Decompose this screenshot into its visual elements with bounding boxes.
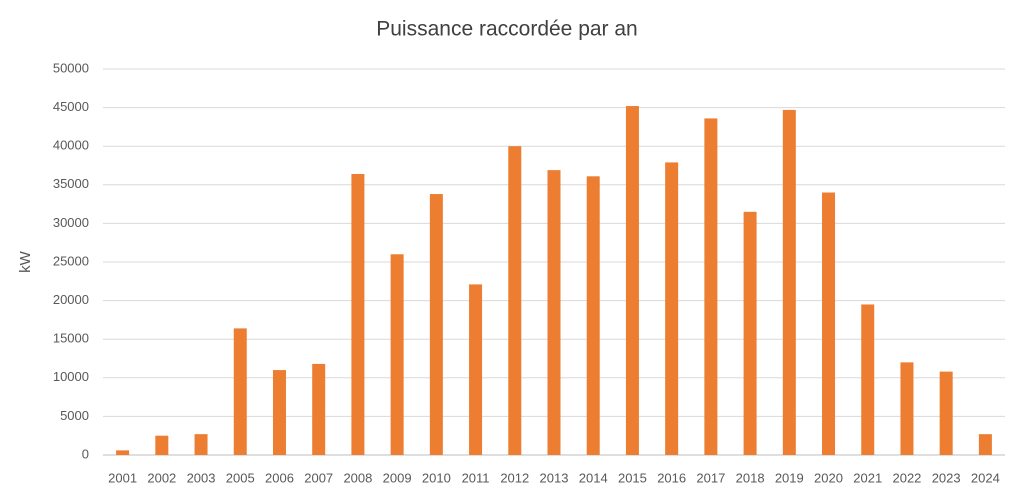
x-tick-label: 2012 [500,470,529,485]
y-tick-label: 50000 [53,60,89,75]
bar [939,371,953,455]
bar [743,211,757,455]
chart-title: Puissance raccordée par an [376,18,638,41]
bar [233,328,247,455]
x-tick-label: 2001 [108,470,137,485]
x-tick-label: 2002 [147,470,176,485]
y-tick-label: 25000 [53,253,89,268]
bar [508,146,522,455]
bar [351,173,365,455]
bar [390,254,404,455]
bar [586,176,600,456]
x-tick-label: 2023 [932,470,961,485]
x-tick-label: 2018 [736,470,765,485]
bar [194,434,208,455]
x-tick-label: 2014 [579,470,608,485]
bar [900,362,914,455]
y-tick-label: 5000 [60,408,89,423]
bar [625,106,639,455]
x-tick-label: 2008 [343,470,372,485]
x-tick-label: 2010 [422,470,451,485]
x-tick-label: 2006 [265,470,294,485]
y-tick-label: 40000 [53,138,89,153]
bar [978,434,992,455]
x-tick-label: 2015 [618,470,647,485]
x-tick-label: 2007 [304,470,333,485]
bar [272,370,286,455]
x-tick-label: 2009 [383,470,412,485]
y-tick-label: 10000 [53,369,89,384]
bar [704,118,718,456]
y-tick-label: 45000 [53,99,89,114]
x-tick-label: 2021 [853,470,882,485]
x-tick-label: 2024 [971,470,1000,485]
x-tick-label: 2003 [187,470,216,485]
bar [469,284,483,455]
y-tick-label: 35000 [53,176,89,191]
bar [116,450,130,455]
bar [547,170,561,455]
x-tick-label: 2017 [696,470,725,485]
y-tick-label: 30000 [53,215,89,230]
x-tick-label: 2016 [657,470,686,485]
bar [155,435,169,455]
x-tick-label: 2020 [814,470,843,485]
y-tick-label: 15000 [53,331,89,346]
x-tick-label: 2005 [226,470,255,485]
bar [312,363,326,455]
y-axis-label: kW [17,250,34,273]
x-tick-label: 2011 [462,470,490,485]
bar [429,194,443,455]
x-tick-label: 2013 [540,470,569,485]
bar [782,109,796,455]
bar [822,192,836,455]
x-tick-label: 2019 [775,470,804,485]
x-tick-label: 2022 [892,470,921,485]
bar [665,162,679,456]
bar [861,304,875,455]
y-tick-label: 20000 [53,292,89,307]
y-tick-label: 0 [82,446,89,461]
